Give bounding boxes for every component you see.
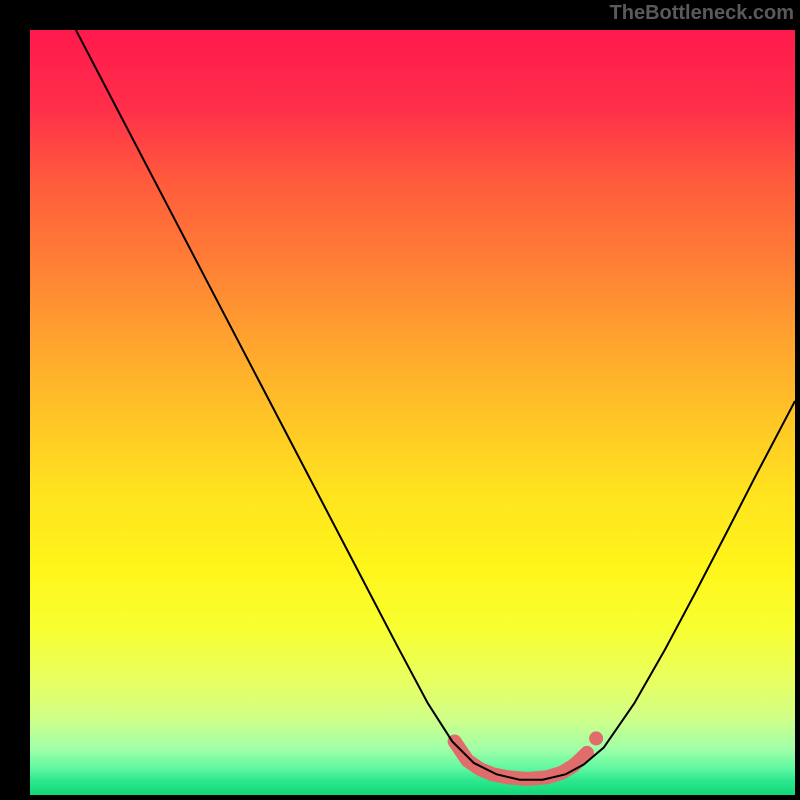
bottom-marker-dot (589, 731, 603, 745)
plot-area (30, 30, 795, 795)
chart-container: TheBottleneck.com (0, 0, 800, 800)
watermark-text: TheBottleneck.com (610, 2, 794, 25)
curve-layer (30, 30, 795, 795)
main-curve (76, 30, 795, 780)
